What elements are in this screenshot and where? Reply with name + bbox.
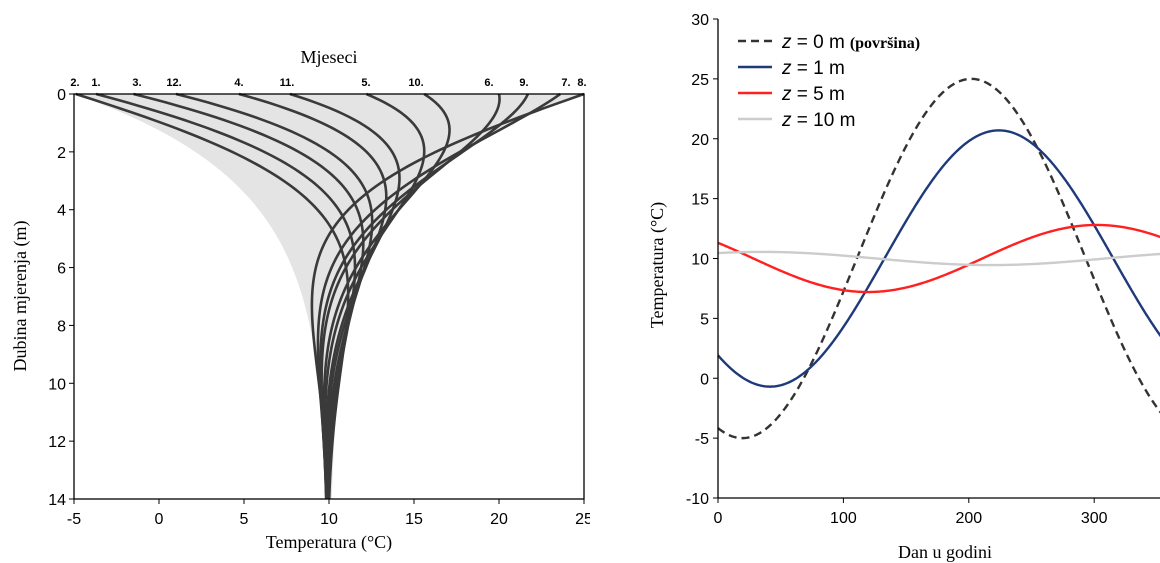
y-axis-label: Dubina mjerenja (m) [10,221,31,372]
y-tick-label: 2 [57,145,66,162]
month-label: 1. [91,77,100,89]
legend-var: z [781,32,792,53]
series-line-2 [717,223,1160,294]
legend-value: = 0 m [792,32,845,53]
x-tick-label: 10 [320,511,338,528]
y-tick-label: 0 [700,371,709,388]
y-axis-label: Temperatura (°C) [647,202,668,328]
legend-entry-1: z = 1 m [781,58,845,79]
x-tick-label: 15 [405,511,423,528]
x-axis-label: Temperatura (°C) [266,532,392,553]
chart-title: Mjeseci [301,47,358,67]
month-curve-12 [175,92,374,500]
y-tick-label: 5 [700,311,709,328]
legend-entry-2: z = 5 m [781,84,845,105]
y-tick-label: 20 [691,132,709,149]
legend-entry-0: z = 0 m (površina) [781,32,920,53]
month-label: 10. [408,77,423,89]
legend-value: = 1 m [792,58,845,79]
x-tick-label: 300 [1081,510,1108,527]
legend-note: (površina) [850,35,920,52]
series-line-3 [717,250,1160,267]
x-axis-label: Dan u godini [898,542,992,562]
month-curve-10 [322,92,451,500]
x-tick-label: -5 [67,511,81,528]
depth-profile-chart: -5 0 5 10 15 20 25 0 2 4 6 8 10 12 14 1. 2. 3. 4. 5. 6. 7. 8. 9… [10,47,590,553]
x-tick-label: 0 [155,511,164,528]
month-label: 12. [166,77,181,89]
x-tick-label: 100 [830,510,857,527]
x-tick-label: 200 [955,510,982,527]
y-tick-label: 30 [691,12,709,29]
month-label: 9. [519,77,528,89]
y-tick-label: 15 [691,192,709,209]
legend-var: z [781,84,792,105]
series-line-1 [717,129,1160,388]
month-label: 2. [70,77,79,89]
y-tick-label: 0 [57,87,66,104]
y-tick-label: -10 [686,491,709,508]
y-tick-label: -5 [695,431,709,448]
month-label: 11. [280,77,295,89]
month-label: 6. [484,77,493,89]
y-tick-label: 6 [57,261,66,278]
series-line-0 [717,77,1160,440]
y-tick-label: 4 [57,203,66,220]
month-label: 7. [561,77,570,89]
legend-var: z [781,58,792,79]
legend-entry-3: z = 10 m [781,110,855,131]
month-label: 3. [132,77,141,89]
x-tick-label: 0 [714,510,723,527]
y-tick-label: 8 [57,318,66,335]
y-tick-label: 25 [691,72,709,89]
month-label: 5. [361,77,370,89]
y-tick-label: 10 [691,252,709,269]
x-tick-label: 25 [575,511,590,528]
month-label: 4. [234,77,243,89]
legend-value: = 5 m [792,84,845,105]
x-tick-label: 5 [240,511,249,528]
y-tick-label: 14 [48,492,66,509]
month-label: 8. [577,77,586,89]
x-tick-label: 20 [490,511,508,528]
month-curve-11 [289,92,401,500]
y-tick-label: 10 [48,376,66,393]
y-tick-label: 12 [48,434,66,451]
legend-value: = 10 m [792,110,856,131]
legend-var: z [781,110,792,131]
